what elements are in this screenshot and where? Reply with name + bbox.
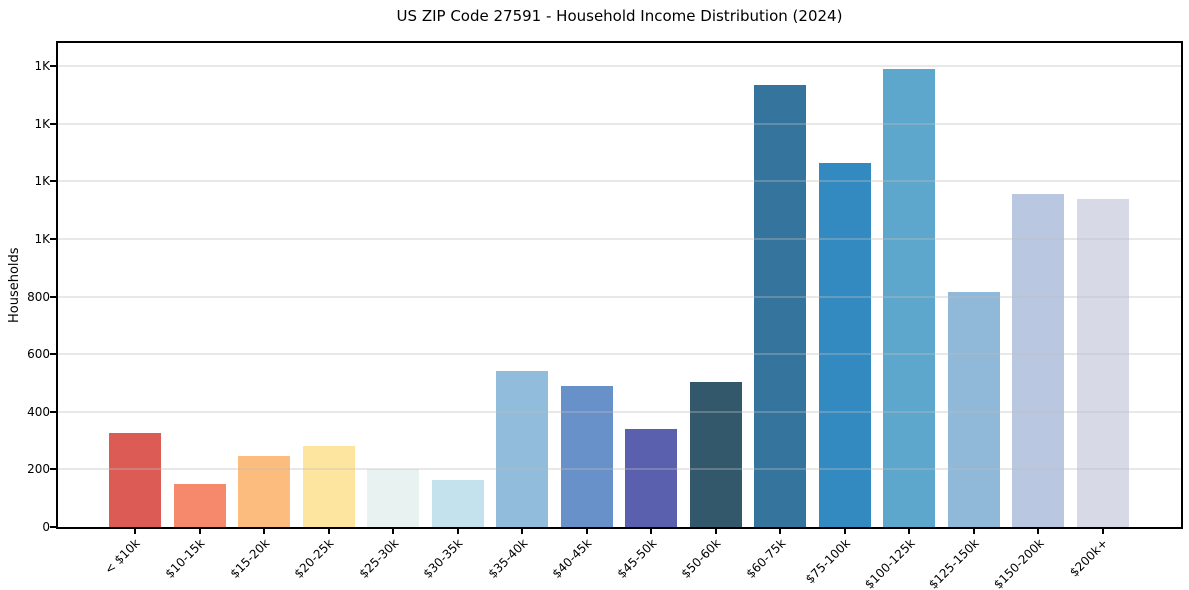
x-tick-label: $10-15k bbox=[162, 536, 208, 581]
y-tick-mark bbox=[50, 410, 56, 413]
x-tick-label: $100-125k bbox=[861, 536, 918, 590]
gridline bbox=[58, 65, 1181, 67]
gridline bbox=[58, 122, 1181, 125]
bar-$25-30k bbox=[367, 469, 420, 527]
y-tick-mark bbox=[50, 122, 56, 125]
gridline bbox=[58, 180, 1181, 183]
bar-$50-60k bbox=[689, 381, 742, 527]
y-tick-label: 600 bbox=[27, 347, 50, 362]
x-tick-mark bbox=[650, 529, 653, 534]
y-tick-mark bbox=[50, 180, 56, 183]
y-tick-mark bbox=[50, 65, 56, 67]
x-tick-mark bbox=[198, 529, 201, 534]
y-tick-label: 200 bbox=[27, 462, 50, 477]
x-tick-label: $35-40k bbox=[485, 536, 531, 581]
plot-area bbox=[56, 41, 1183, 529]
x-tick-label: $15-20k bbox=[227, 536, 273, 581]
x-tick-label: $60-75k bbox=[743, 536, 789, 581]
bar-$20-25k bbox=[302, 446, 355, 527]
x-tick-mark bbox=[908, 529, 911, 534]
y-tick-label: 400 bbox=[27, 404, 50, 419]
bar-$40-45k bbox=[560, 385, 613, 527]
x-tick-mark bbox=[714, 529, 717, 534]
bar-$75-100k bbox=[818, 162, 871, 527]
x-tick-label: $125-150k bbox=[926, 536, 982, 590]
y-tick-mark bbox=[50, 237, 56, 240]
bar-$100-125k bbox=[883, 68, 936, 527]
bar-$60-75k bbox=[754, 84, 807, 527]
y-tick-mark bbox=[50, 468, 56, 471]
y-axis-label: Households bbox=[7, 247, 22, 323]
x-tick-label: $40-45k bbox=[549, 536, 595, 581]
x-tick-label: $25-30k bbox=[356, 536, 402, 581]
x-tick-mark bbox=[1037, 529, 1040, 534]
x-tick-label: $75-100k bbox=[802, 536, 853, 587]
x-tick-mark bbox=[779, 529, 782, 534]
y-tick-label: 1K bbox=[34, 174, 50, 189]
x-tick-label: < $10k bbox=[102, 536, 143, 577]
x-tick-mark bbox=[134, 529, 136, 534]
bar-< $10k bbox=[109, 433, 161, 527]
x-tick-label: $20-25k bbox=[291, 536, 337, 581]
y-tick-label: 800 bbox=[27, 289, 50, 304]
y-tick-mark bbox=[50, 353, 56, 356]
bar-$200k+ bbox=[1076, 198, 1129, 527]
y-tick-label: 0 bbox=[42, 520, 50, 534]
x-tick-mark bbox=[263, 529, 266, 534]
bar-$30-35k bbox=[431, 479, 484, 527]
bar-$125-150k bbox=[947, 292, 1000, 527]
bar-$150-200k bbox=[1012, 194, 1065, 527]
bar-$45-50k bbox=[625, 429, 678, 527]
x-tick-mark bbox=[327, 529, 330, 534]
x-tick-mark bbox=[521, 529, 524, 534]
chart-title: US ZIP Code 27591 - Household Income Dis… bbox=[396, 7, 843, 25]
x-tick-label: $200k+ bbox=[1067, 536, 1111, 580]
x-tick-mark bbox=[456, 529, 459, 534]
y-tick-mark bbox=[50, 526, 56, 528]
x-tick-mark bbox=[843, 529, 846, 534]
x-tick-mark bbox=[392, 529, 395, 534]
bar-$35-40k bbox=[496, 371, 549, 527]
x-tick-label: $45-50k bbox=[614, 536, 660, 581]
y-tick-label: 1K bbox=[34, 59, 50, 73]
x-tick-mark bbox=[972, 529, 975, 534]
bar-$15-20k bbox=[238, 456, 291, 527]
x-tick-label: $30-35k bbox=[420, 536, 466, 581]
x-tick-mark bbox=[585, 529, 588, 534]
x-tick-label: $50-60k bbox=[678, 536, 724, 581]
bar-$10-15k bbox=[173, 483, 226, 527]
x-tick-mark bbox=[1102, 529, 1104, 534]
y-tick-label: 1K bbox=[34, 231, 50, 246]
x-tick-label: $150-200k bbox=[990, 536, 1047, 590]
y-tick-mark bbox=[50, 295, 56, 298]
y-tick-label: 1K bbox=[34, 116, 50, 131]
